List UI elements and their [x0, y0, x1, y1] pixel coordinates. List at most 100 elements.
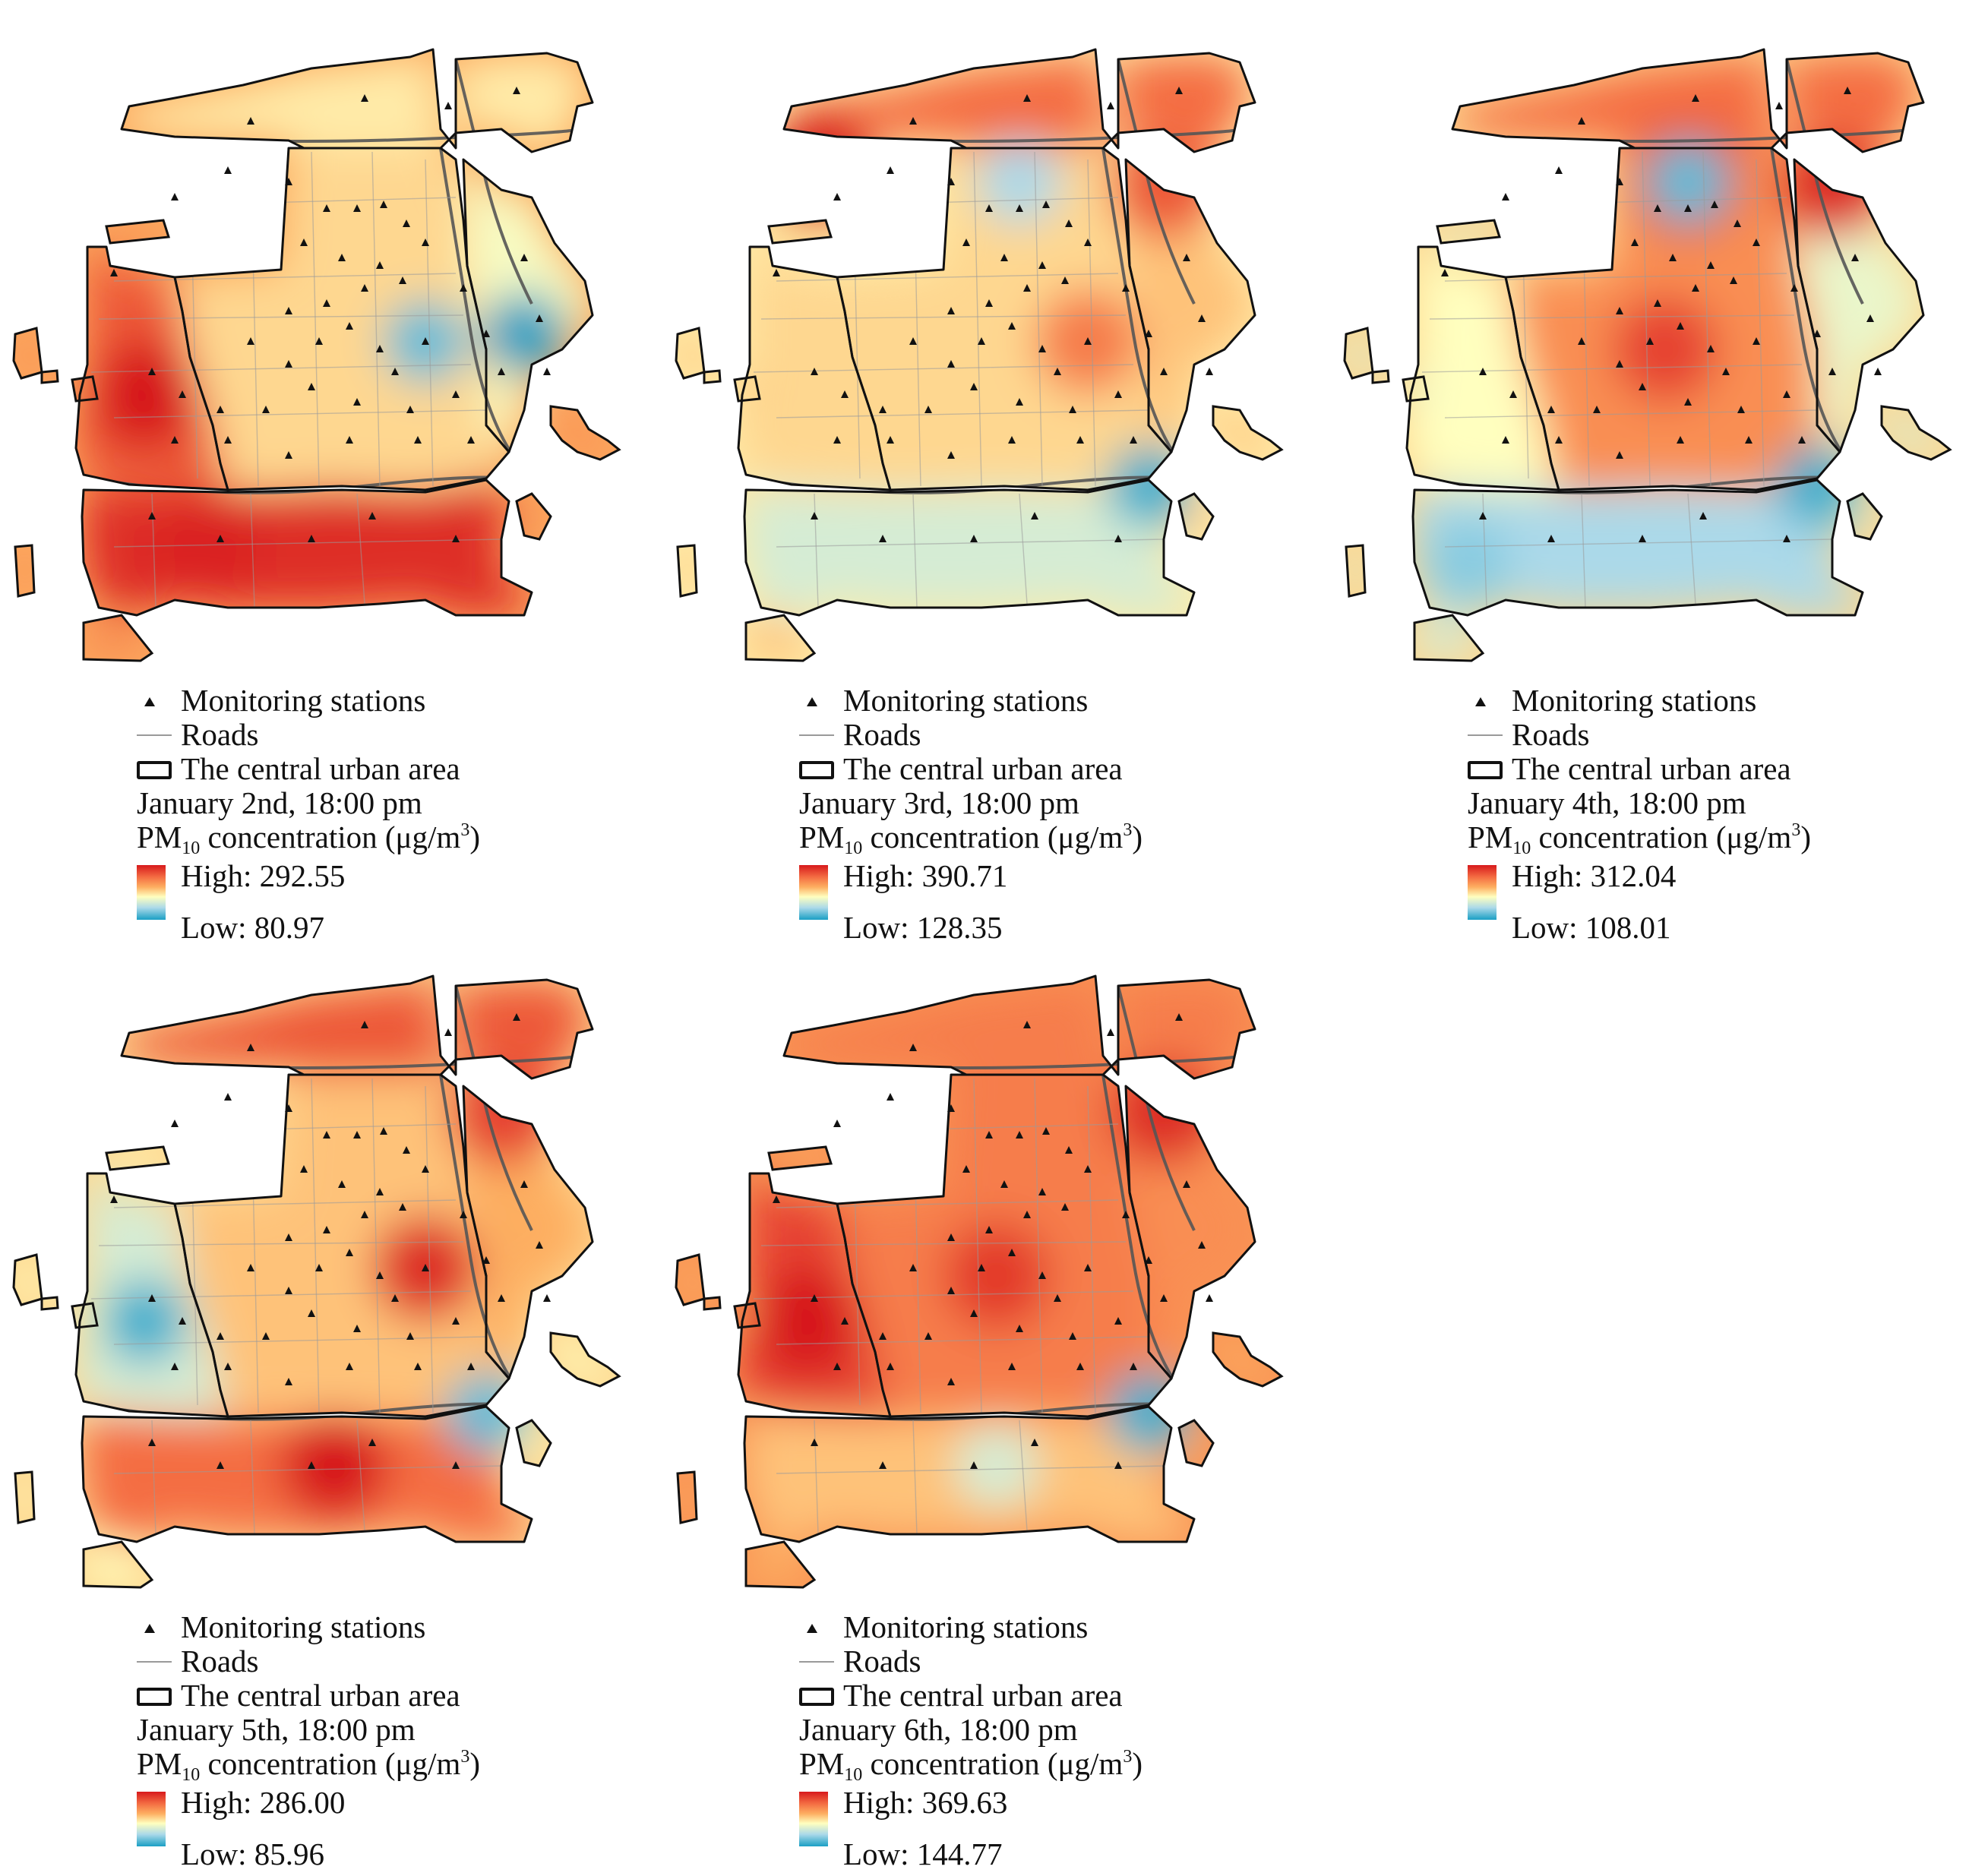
boundary-rectangle-icon — [799, 761, 834, 779]
station-marker — [148, 1294, 156, 1302]
road-line — [439, 1074, 526, 1399]
station-marker — [346, 436, 353, 444]
station-marker — [414, 436, 422, 444]
station-marker — [1114, 535, 1122, 542]
island-zone — [678, 1472, 697, 1523]
station-marker — [1023, 94, 1031, 102]
station-marker — [1122, 1211, 1130, 1218]
station-marker — [1684, 204, 1692, 212]
road-line — [1756, 159, 1765, 487]
road-line — [90, 1290, 472, 1300]
island-zone — [735, 1303, 760, 1328]
station-marker — [947, 360, 955, 368]
map-date: January 5th, 18:00 pm — [137, 1712, 416, 1747]
station-marker — [467, 436, 475, 444]
station-marker — [323, 1226, 330, 1233]
concentration-surface — [14, 976, 619, 1587]
station-marker — [1684, 398, 1692, 406]
station-marker — [1031, 512, 1038, 520]
road-line — [311, 151, 320, 487]
legend-stations: Monitoring stations — [799, 1610, 1301, 1644]
station-marker — [1745, 436, 1753, 444]
legend-stations: Monitoring stations — [799, 684, 1301, 718]
station-marker — [338, 254, 346, 261]
station-marker — [224, 166, 232, 174]
road-line — [250, 493, 255, 608]
zone-south — [744, 480, 1194, 615]
hotspot — [281, 1413, 387, 1519]
island-zone — [15, 545, 34, 596]
station-marker — [947, 1233, 955, 1241]
station-marker — [308, 383, 315, 390]
station-marker — [1122, 284, 1130, 292]
station-marker — [1016, 398, 1023, 406]
station-marker — [536, 314, 543, 322]
station-marker — [399, 1203, 406, 1211]
station-marker — [1509, 390, 1517, 398]
station-marker — [1160, 1294, 1168, 1302]
station-marker — [1069, 406, 1076, 413]
station-marker — [285, 451, 292, 459]
road-line — [1101, 1074, 1188, 1399]
station-marker — [216, 406, 224, 413]
station-marker — [171, 1363, 179, 1370]
station-marker — [1061, 1203, 1069, 1211]
station-marker — [924, 1332, 932, 1340]
map-panel-jan-4: Monitoring stations Roads The central ur… — [1331, 15, 1969, 949]
island-zone — [84, 1542, 152, 1587]
high-value: High: 369.63 — [843, 1785, 1008, 1820]
urban-area-boundary — [675, 974, 1284, 1589]
high-value: High: 390.71 — [843, 858, 1008, 893]
road-line-icon — [799, 734, 834, 736]
station-marker — [353, 398, 361, 406]
station-marker — [1069, 1332, 1076, 1340]
road-line — [1087, 1085, 1096, 1413]
road-line — [814, 1420, 819, 1535]
station-marker — [1198, 314, 1206, 322]
low-value: Low: 80.97 — [181, 910, 325, 945]
station-marker — [985, 1131, 993, 1139]
hotspot — [943, 1223, 1050, 1329]
station-marker — [346, 322, 353, 330]
island-zone — [14, 328, 42, 378]
station-triangle-icon — [807, 1624, 817, 1633]
road-line — [1117, 58, 1196, 305]
station-marker — [1851, 254, 1859, 261]
station-marker — [323, 204, 330, 212]
station-marker — [887, 166, 894, 174]
station-marker — [909, 337, 917, 345]
station-marker — [887, 1363, 894, 1370]
station-marker — [1130, 1363, 1137, 1370]
station-marker — [909, 1044, 917, 1051]
station-triangle-icon — [144, 697, 155, 706]
station-marker — [1707, 345, 1715, 352]
station-marker — [879, 1461, 887, 1469]
station-marker — [1206, 1294, 1213, 1302]
urban-area-boundary — [1343, 48, 1952, 662]
station-marker — [422, 1264, 429, 1271]
station-marker — [361, 1021, 368, 1028]
monitoring-stations-layer — [773, 87, 1213, 542]
station-marker — [414, 1363, 422, 1370]
station-marker — [1707, 261, 1715, 269]
island-zone — [704, 371, 720, 383]
station-marker — [978, 1264, 985, 1271]
island-zone — [551, 1333, 619, 1386]
legend-area: The central urban area — [1468, 752, 1969, 786]
station-marker — [216, 1332, 224, 1340]
color-ramp-legend: High: 292.55 Low: 80.97 — [137, 859, 638, 945]
station-marker — [422, 337, 429, 345]
road-line — [776, 409, 1149, 418]
station-marker — [1042, 201, 1050, 208]
island-zone — [746, 615, 814, 661]
station-marker — [1677, 436, 1684, 444]
station-marker — [285, 1287, 292, 1294]
station-marker — [1065, 1146, 1073, 1154]
map-panel-jan-2: Monitoring stations Roads The central ur… — [0, 15, 653, 949]
station-triangle-icon — [1475, 697, 1486, 706]
island-zone — [769, 220, 831, 243]
road-line — [425, 159, 434, 487]
color-ramp-legend: High: 286.00 Low: 85.96 — [137, 1786, 638, 1871]
station-marker — [1616, 360, 1623, 368]
station-marker — [403, 1146, 410, 1154]
